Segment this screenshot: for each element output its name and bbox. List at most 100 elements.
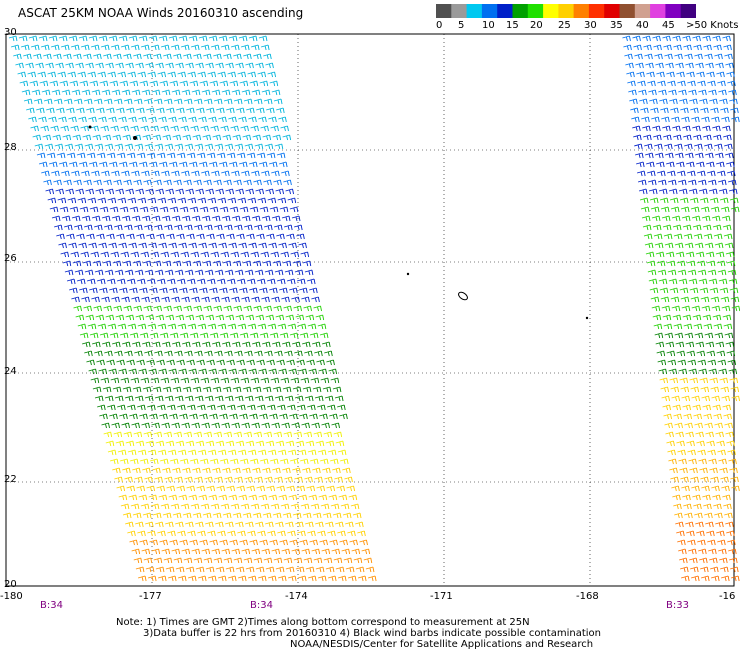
wind-barb xyxy=(272,467,281,474)
wind-barb xyxy=(283,305,292,312)
wind-barb xyxy=(88,161,98,168)
wind-barb xyxy=(135,62,144,69)
wind-barb xyxy=(179,458,189,465)
wind-barb xyxy=(315,440,325,447)
wind-barb xyxy=(681,485,690,492)
wind-barb xyxy=(694,512,703,519)
wind-barb xyxy=(680,107,689,114)
wind-barb xyxy=(192,386,202,393)
wind-barb xyxy=(239,287,248,294)
wind-barb xyxy=(705,431,714,438)
wind-barb xyxy=(697,359,707,366)
wind-barb xyxy=(120,503,130,510)
wind-barb xyxy=(79,80,89,87)
wind-barb xyxy=(256,152,266,159)
wind-barb xyxy=(706,170,716,177)
wind-barb xyxy=(682,35,691,42)
wind-barb xyxy=(277,323,287,330)
wind-barb xyxy=(60,125,69,132)
wind-barb xyxy=(244,143,254,150)
wind-barb xyxy=(629,98,638,105)
wind-barb xyxy=(105,440,115,447)
wind-barb xyxy=(178,35,188,42)
wind-barb xyxy=(157,323,167,330)
wind-barb xyxy=(317,449,327,456)
wind-barb xyxy=(148,116,157,123)
wind-barb xyxy=(181,422,190,429)
wind-barb xyxy=(200,503,210,510)
wind-barb xyxy=(678,368,688,375)
wind-barb xyxy=(714,53,723,60)
wind-barb xyxy=(142,512,152,519)
wind-barb xyxy=(111,89,121,96)
wind-barb xyxy=(95,314,105,321)
wind-barb xyxy=(266,359,275,366)
wind-barb xyxy=(294,350,303,357)
wind-barb xyxy=(159,332,169,339)
wind-barb xyxy=(228,161,238,168)
wind-barb xyxy=(178,494,188,501)
wind-barb xyxy=(112,341,121,348)
wind-barb xyxy=(688,458,697,465)
wind-barb xyxy=(70,125,79,132)
wind-barb xyxy=(338,494,348,501)
wind-barb xyxy=(352,512,362,519)
wind-barb xyxy=(314,476,323,483)
wind-barb xyxy=(634,53,643,60)
wind-barb xyxy=(173,305,182,312)
wind-barb xyxy=(229,206,239,213)
wind-barb xyxy=(48,116,57,123)
wind-barb xyxy=(156,485,166,492)
wind-barb xyxy=(174,143,184,150)
wind-barb xyxy=(140,377,150,384)
wind-barb xyxy=(282,260,292,267)
wind-barb xyxy=(335,521,344,528)
wind-barb xyxy=(211,170,220,177)
wind-barb xyxy=(154,143,164,150)
wind-barb xyxy=(102,134,112,141)
lat-label: 26 xyxy=(4,253,17,264)
wind-barb xyxy=(211,422,220,429)
wind-barb xyxy=(197,530,206,537)
wind-barb xyxy=(241,548,251,555)
wind-barb xyxy=(68,116,77,123)
wind-barb xyxy=(110,251,120,258)
wind-barb xyxy=(305,566,315,573)
wind-barb xyxy=(109,206,119,213)
wind-barb xyxy=(723,323,733,330)
wind-barb xyxy=(122,134,132,141)
wind-barb xyxy=(720,296,730,303)
wind-barb xyxy=(651,215,661,222)
wind-barb xyxy=(702,224,712,231)
wind-barb xyxy=(136,233,145,240)
wind-barb xyxy=(235,566,245,573)
wind-barb xyxy=(135,440,145,447)
wind-barb xyxy=(238,116,247,123)
wind-barb xyxy=(671,116,680,123)
wind-barb xyxy=(192,134,202,141)
wind-barb xyxy=(66,152,76,159)
wind-barb xyxy=(248,116,257,123)
wind-barb xyxy=(17,71,27,78)
wind-barb xyxy=(139,458,149,465)
colorbar-label: 45 xyxy=(662,20,675,31)
wind-barb xyxy=(182,134,192,141)
wind-barb xyxy=(152,467,161,474)
wind-barb xyxy=(686,260,696,267)
wind-barb xyxy=(148,35,158,42)
wind-barb xyxy=(286,485,296,492)
wind-barb xyxy=(662,224,672,231)
wind-barb xyxy=(211,548,221,555)
wind-barb xyxy=(259,332,269,339)
wind-barb xyxy=(198,242,207,249)
wind-barb xyxy=(150,44,160,51)
wind-barb xyxy=(68,242,77,249)
wind-barb xyxy=(316,359,325,366)
wind-barb xyxy=(77,71,87,78)
wind-barb xyxy=(717,449,726,456)
wind-barb xyxy=(147,197,157,204)
wind-barb xyxy=(350,503,360,510)
wind-barb xyxy=(102,341,111,348)
wind-barb xyxy=(678,548,687,555)
wind-barb xyxy=(36,152,46,159)
